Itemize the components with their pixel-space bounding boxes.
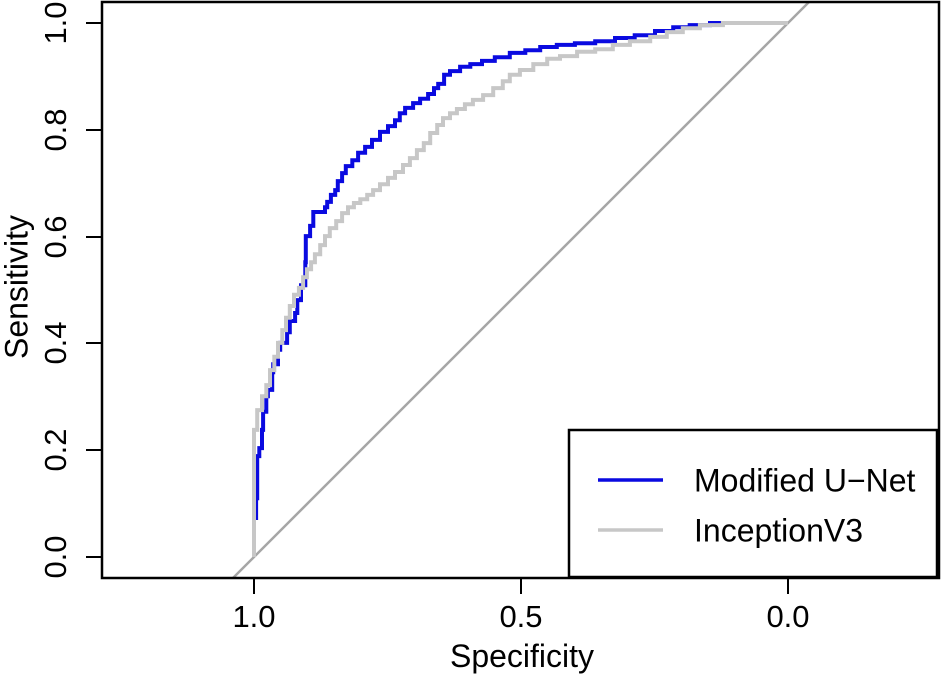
- plot-border-box: [100, 0, 941, 580]
- x-axis-ticks: [253, 578, 789, 594]
- roc-curve-inceptionv3: [252, 21, 788, 557]
- legend-label-modified-unet: Modified U−Net: [694, 462, 916, 499]
- y-axis-ticks: [86, 22, 102, 558]
- chance-diagonal-line: [232, 1, 810, 579]
- legend-box: [567, 428, 939, 579]
- x-tick-label-1.0: 1.0: [232, 599, 276, 634]
- legend-label-inceptionv3: InceptionV3: [694, 512, 864, 549]
- x-tick-label-0.5: 0.5: [499, 599, 543, 634]
- x-axis-title: Specificity: [449, 638, 595, 674]
- roc-curve-modified-unet: [252, 21, 788, 557]
- y-tick-label-0.0: 0.0: [38, 535, 73, 579]
- x-tick-label-0.0: 0.0: [766, 599, 810, 634]
- y-axis-title: Sensitivity: [0, 214, 35, 360]
- y-tick-label-0.6: 0.6: [38, 215, 73, 259]
- y-tick-label-0.8: 0.8: [38, 108, 73, 152]
- y-tick-label-1.0: 1.0: [38, 1, 73, 45]
- y-tick-label-0.4: 0.4: [38, 321, 73, 365]
- y-tick-label-0.2: 0.2: [38, 428, 73, 472]
